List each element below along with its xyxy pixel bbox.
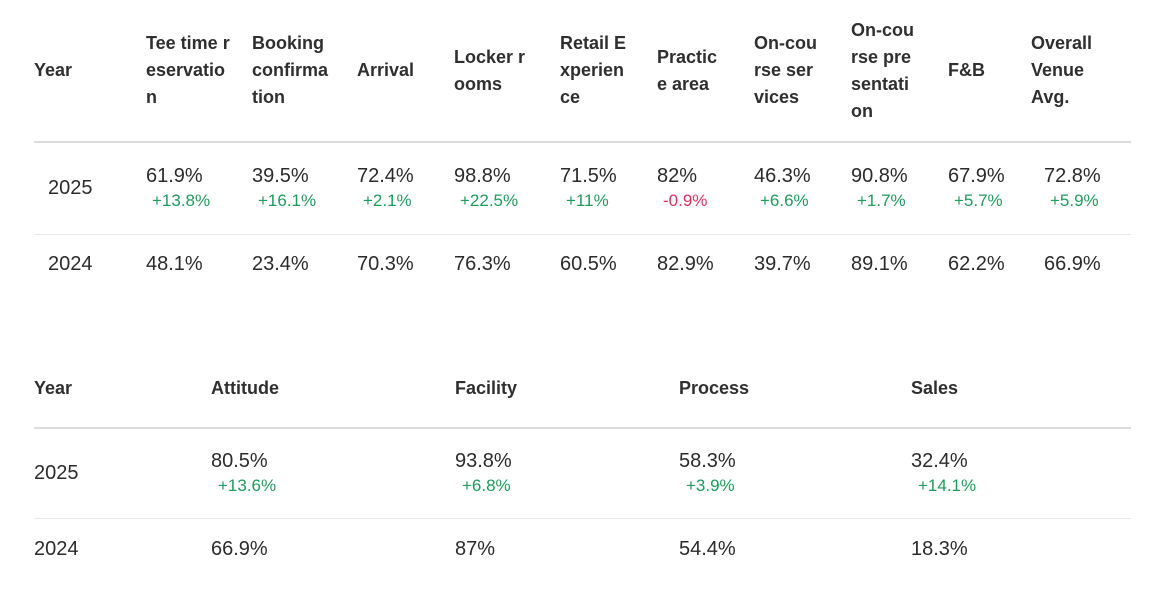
- score-cell: 82% -0.9%: [657, 142, 754, 234]
- delta-badge: +1.7%: [857, 191, 906, 211]
- delta-badge: +5.7%: [954, 191, 1003, 211]
- col-header-locker-rooms: Locker rooms: [454, 0, 560, 143]
- col-header-arrival: Arrival: [357, 0, 454, 143]
- score-cell: 46.3% +6.6%: [754, 142, 851, 234]
- score-cell: 18.3%: [911, 537, 968, 560]
- score-cell: 60.5%: [560, 252, 617, 275]
- delta-badge: -0.9%: [663, 191, 708, 211]
- col-header-overall-venue-avg: Overall Venue Avg.: [1031, 0, 1131, 143]
- score-cell: 87%: [455, 537, 496, 560]
- col-header-booking-confirmation: Booking confirmation: [252, 0, 357, 143]
- col-header-practice-area: Practice area: [657, 0, 754, 143]
- score-cell: 39.7%: [754, 252, 811, 275]
- delta-badge: +13.6%: [218, 476, 277, 496]
- year-cell: 2025: [34, 461, 79, 484]
- delta-badge: +14.1%: [918, 476, 977, 496]
- score-cell: 39.5% +16.1%: [252, 142, 357, 234]
- score-cell: 93.8% +6.8%: [455, 428, 679, 518]
- table-row: 2024 66.9% 87% 54.4% 18.3%: [34, 518, 1131, 580]
- table-row: 2025 61.9% +13.8% 39.5% +16.1% 72.4% +2.1% …: [34, 142, 1131, 234]
- year-cell: 2025: [48, 176, 93, 199]
- score-cell: 48.1%: [146, 252, 203, 275]
- score-cell: 32.4% +14.1%: [911, 428, 1131, 518]
- touchpoint-scores-table: Year Tee time reservation Booking confir…: [34, 0, 1131, 294]
- score-cell: 72.8% +5.9%: [1031, 142, 1131, 234]
- score-cell: 67.9% +5.7%: [948, 142, 1031, 234]
- col-header-tee-time-reservation: Tee time reservation: [146, 0, 252, 143]
- delta-badge: +16.1%: [258, 191, 317, 211]
- table-row: 2025 80.5% +13.6% 93.8% +6.8% 58.3% +3.9% 3…: [34, 428, 1131, 518]
- delta-badge: +6.6%: [760, 191, 809, 211]
- col-header-process: Process: [679, 350, 911, 429]
- col-header-year: Year: [34, 350, 211, 429]
- score-cell: 66.9%: [211, 537, 268, 560]
- delta-badge: +13.8%: [152, 191, 211, 211]
- delta-badge: +3.9%: [686, 476, 735, 496]
- score-cell: 98.8% +22.5%: [454, 142, 560, 234]
- col-header-fnb: F&B: [948, 0, 1031, 143]
- score-cell: 80.5% +13.6%: [211, 428, 455, 518]
- score-cell: 70.3%: [357, 252, 414, 275]
- col-header-attitude: Attitude: [211, 350, 455, 429]
- delta-badge: +6.8%: [462, 476, 511, 496]
- table-header-row: Year Tee time reservation Booking confir…: [34, 0, 1131, 143]
- col-header-on-course-services: On-course services: [754, 0, 851, 143]
- delta-badge: +11%: [566, 191, 609, 211]
- col-header-sales: Sales: [911, 350, 1131, 429]
- score-cell: 89.1%: [851, 252, 908, 275]
- score-cell: 71.5% +11%: [560, 142, 657, 234]
- col-header-retail-experience: Retail Experience: [560, 0, 657, 143]
- year-cell: 2024: [34, 537, 79, 560]
- score-cell: 66.9%: [1044, 252, 1101, 275]
- score-cell: 72.4% +2.1%: [357, 142, 454, 234]
- score-cell: 61.9% +13.8%: [146, 142, 252, 234]
- score-cell: 62.2%: [948, 252, 1005, 275]
- col-header-facility: Facility: [455, 350, 679, 429]
- score-cell: 23.4%: [252, 252, 309, 275]
- table-header-row: Year Attitude Facility Process Sales: [34, 350, 1131, 429]
- score-cell: 54.4%: [679, 537, 736, 560]
- score-cell: 76.3%: [454, 252, 511, 275]
- category-scores-table: Year Attitude Facility Process Sales 202…: [34, 350, 1131, 580]
- delta-badge: +2.1%: [363, 191, 412, 211]
- col-header-on-course-presentation: On-course presentation: [851, 0, 948, 143]
- score-cell: 82.9%: [657, 252, 714, 275]
- score-cell: 58.3% +3.9%: [679, 428, 911, 518]
- year-cell: 2024: [48, 252, 93, 275]
- table-row: 2024 48.1% 23.4% 70.3% 76.3% 60.5% 82.9%…: [34, 234, 1131, 294]
- score-cell: 90.8% +1.7%: [851, 142, 948, 234]
- delta-badge: +22.5%: [460, 191, 519, 211]
- delta-badge: +5.9%: [1050, 191, 1099, 211]
- col-header-year: Year: [34, 0, 146, 143]
